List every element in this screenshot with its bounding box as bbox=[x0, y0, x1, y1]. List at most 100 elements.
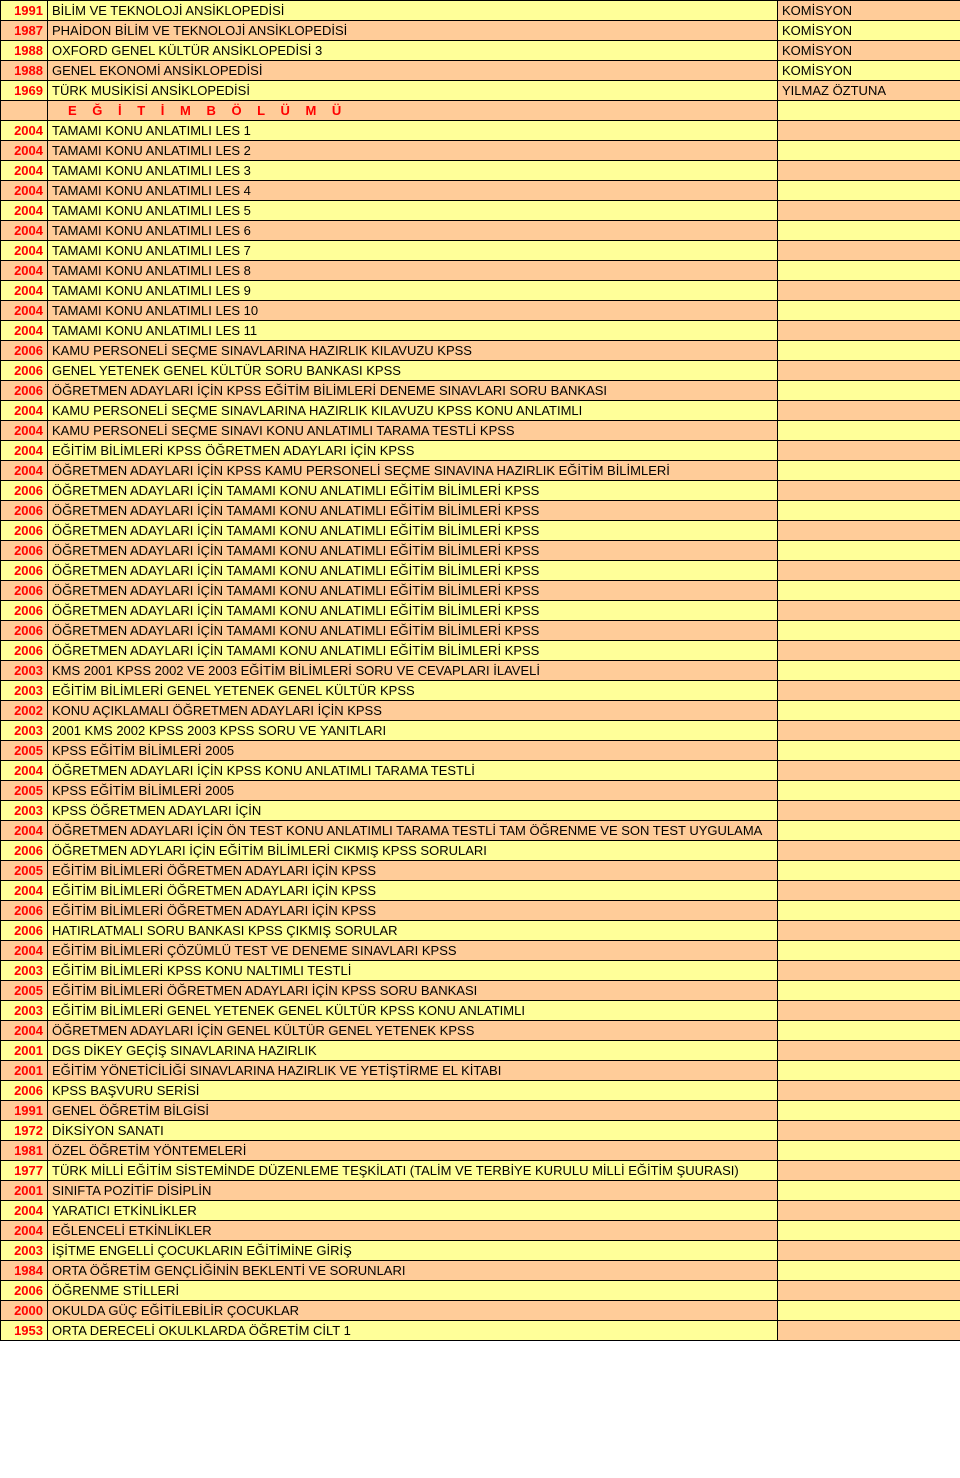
author-cell bbox=[778, 321, 960, 341]
author-cell: KOMİSYON bbox=[778, 1, 960, 21]
year-cell: 2006 bbox=[1, 541, 48, 561]
author-cell bbox=[778, 1021, 960, 1041]
table-row: 2004KAMU PERSONELİ SEÇME SINAVLARINA HAZ… bbox=[1, 401, 960, 421]
table-row: 2004TAMAMI KONU ANLATIMLI LES 5 bbox=[1, 201, 960, 221]
table-row: 2006ÖĞRETMEN ADAYLARI İÇİN TAMAMI KONU A… bbox=[1, 521, 960, 541]
author-cell bbox=[778, 761, 960, 781]
title-cell: KONU AÇIKLAMALI ÖĞRETMEN ADAYLARI İÇİN K… bbox=[48, 701, 778, 721]
table-row: 2004YARATICI ETKİNLİKLER bbox=[1, 1201, 960, 1221]
author-cell bbox=[778, 221, 960, 241]
table-row: 2004TAMAMI KONU ANLATIMLI LES 6 bbox=[1, 221, 960, 241]
table-row: 2006ÖĞRETMEN ADAYLARI İÇİN TAMAMI KONU A… bbox=[1, 501, 960, 521]
table-row: 2006KAMU PERSONELİ SEÇME SINAVLARINA HAZ… bbox=[1, 341, 960, 361]
year-cell: 2005 bbox=[1, 741, 48, 761]
title-cell: EĞİTİM BİLİMLERİ ÖĞRETMEN ADAYLARI İÇİN … bbox=[48, 901, 778, 921]
year-cell: 2004 bbox=[1, 441, 48, 461]
table-row: 2004TAMAMI KONU ANLATIMLI LES 3 bbox=[1, 161, 960, 181]
author-cell: YILMAZ ÖZTUNA bbox=[778, 81, 960, 101]
author-cell bbox=[778, 561, 960, 581]
title-cell: ÖĞRETMEN ADAYLARI İÇİN TAMAMI KONU ANLAT… bbox=[48, 601, 778, 621]
year-cell: 2006 bbox=[1, 641, 48, 661]
title-cell: TAMAMI KONU ANLATIMLI LES 10 bbox=[48, 301, 778, 321]
table-row: 2003EĞİTİM BİLİMLERİ KPSS KONU NALTIMLI … bbox=[1, 961, 960, 981]
author-cell bbox=[778, 681, 960, 701]
title-cell: EĞİTİM BİLİMLERİ ÖĞRETMEN ADAYLARI İÇİN … bbox=[48, 861, 778, 881]
year-cell: 2006 bbox=[1, 901, 48, 921]
title-cell: YARATICI ETKİNLİKLER bbox=[48, 1201, 778, 1221]
table-row: 2005KPSS EĞİTİM BİLİMLERİ 2005 bbox=[1, 781, 960, 801]
table-row: 2005EĞİTİM BİLİMLERİ ÖĞRETMEN ADAYLARI İ… bbox=[1, 861, 960, 881]
year-cell: 1988 bbox=[1, 41, 48, 61]
author-cell bbox=[778, 181, 960, 201]
table-row: 2006ÖĞRETMEN ADAYLARI İÇİN TAMAMI KONU A… bbox=[1, 601, 960, 621]
title-cell: ÖĞRETMEN ADYLARI İÇİN EĞİTİM BİLİMLERİ C… bbox=[48, 841, 778, 861]
title-cell: OKULDA GÜÇ EĞİTİLEBİLİR ÇOCUKLAR bbox=[48, 1301, 778, 1321]
year-cell: 2006 bbox=[1, 521, 48, 541]
title-cell: TAMAMI KONU ANLATIMLI LES 9 bbox=[48, 281, 778, 301]
title-cell: ÖĞRETMEN ADAYLARI İÇİN TAMAMI KONU ANLAT… bbox=[48, 501, 778, 521]
author-cell: KOMİSYON bbox=[778, 21, 960, 41]
table-row: 2004ÖĞRETMEN ADAYLARI İÇİN ÖN TEST KONU … bbox=[1, 821, 960, 841]
title-cell: OXFORD GENEL KÜLTÜR ANSİKLOPEDİSİ 3 bbox=[48, 41, 778, 61]
author-cell bbox=[778, 1301, 960, 1321]
table-row: 2004EĞİTİM BİLİMLERİ KPSS ÖĞRETMEN ADAYL… bbox=[1, 441, 960, 461]
title-cell: EĞİTİM BİLİMLERİ KPSS ÖĞRETMEN ADAYLARI … bbox=[48, 441, 778, 461]
year-cell: 2004 bbox=[1, 421, 48, 441]
table-row: 2006ÖĞRENME STİLLERİ bbox=[1, 1281, 960, 1301]
author-cell bbox=[778, 121, 960, 141]
table-row: 2006EĞİTİM BİLİMLERİ ÖĞRETMEN ADAYLARI İ… bbox=[1, 901, 960, 921]
table-row: 2005EĞİTİM BİLİMLERİ ÖĞRETMEN ADAYLARI İ… bbox=[1, 981, 960, 1001]
author-cell bbox=[778, 161, 960, 181]
title-cell: İŞİTME ENGELLİ ÇOCUKLARIN EĞİTİMİNE GİRİ… bbox=[48, 1241, 778, 1261]
year-cell: 1991 bbox=[1, 1, 48, 21]
table-row: 2004TAMAMI KONU ANLATIMLI LES 7 bbox=[1, 241, 960, 261]
title-cell: E Ğ İ T İ M B Ö L Ü M Ü bbox=[48, 101, 778, 121]
title-cell: EĞİTİM YÖNETİCİLİĞİ SINAVLARINA HAZIRLIK… bbox=[48, 1061, 778, 1081]
year-cell: 2004 bbox=[1, 141, 48, 161]
table-row: 20032001 KMS 2002 KPSS 2003 KPSS SORU VE… bbox=[1, 721, 960, 741]
table-row: 2003KMS 2001 KPSS 2002 VE 2003 EĞİTİM Bİ… bbox=[1, 661, 960, 681]
author-cell bbox=[778, 661, 960, 681]
table-row: 1988OXFORD GENEL KÜLTÜR ANSİKLOPEDİSİ 3K… bbox=[1, 41, 960, 61]
year-cell: 2006 bbox=[1, 1281, 48, 1301]
author-cell bbox=[778, 841, 960, 861]
author-cell bbox=[778, 961, 960, 981]
year-cell: 2006 bbox=[1, 921, 48, 941]
year-cell: 2006 bbox=[1, 361, 48, 381]
year-cell: 2005 bbox=[1, 781, 48, 801]
table-row: 1977TÜRK MİLLİ EĞİTİM SİSTEMİNDE DÜZENLE… bbox=[1, 1161, 960, 1181]
table-row: 1972DİKSİYON SANATI bbox=[1, 1121, 960, 1141]
table-row: E Ğ İ T İ M B Ö L Ü M Ü bbox=[1, 101, 960, 121]
year-cell: 2003 bbox=[1, 681, 48, 701]
author-cell bbox=[778, 981, 960, 1001]
table-row: 2004KAMU PERSONELİ SEÇME SINAVI KONU ANL… bbox=[1, 421, 960, 441]
table-row: 2006 HATIRLATMALI SORU BANKASI KPSS ÇIKM… bbox=[1, 921, 960, 941]
title-cell: EĞİTİM BİLİMLERİ ÇÖZÜMLÜ TEST VE DENEME … bbox=[48, 941, 778, 961]
title-cell: DİKSİYON SANATI bbox=[48, 1121, 778, 1141]
year-cell: 1988 bbox=[1, 61, 48, 81]
title-cell: ÖĞRETMEN ADAYLARI İÇİN TAMAMI KONU ANLAT… bbox=[48, 481, 778, 501]
author-cell bbox=[778, 821, 960, 841]
year-cell: 2001 bbox=[1, 1041, 48, 1061]
table-row: 1991BİLİM VE TEKNOLOJİ ANSİKLOPEDİSİKOMİ… bbox=[1, 1, 960, 21]
table-row: 2004TAMAMI KONU ANLATIMLI LES 4 bbox=[1, 181, 960, 201]
title-cell: DGS DİKEY GEÇİŞ SINAVLARINA HAZIRLIK bbox=[48, 1041, 778, 1061]
year-cell: 2004 bbox=[1, 121, 48, 141]
table-row: 2006ÖĞRETMEN ADAYLARI İÇİN TAMAMI KONU A… bbox=[1, 481, 960, 501]
year-cell: 2005 bbox=[1, 981, 48, 1001]
author-cell bbox=[778, 481, 960, 501]
table-row: 2003İŞİTME ENGELLİ ÇOCUKLARIN EĞİTİMİNE … bbox=[1, 1241, 960, 1261]
author-cell bbox=[778, 301, 960, 321]
author-cell bbox=[778, 1001, 960, 1021]
author-cell bbox=[778, 441, 960, 461]
title-cell: TAMAMI KONU ANLATIMLI LES 4 bbox=[48, 181, 778, 201]
table-row: 2006ÖĞRETMEN ADAYLARI İÇİN TAMAMI KONU A… bbox=[1, 561, 960, 581]
year-cell: 2004 bbox=[1, 201, 48, 221]
table-row: 1969TÜRK MUSİKİSİ ANSİKLOPEDİSİYILMAZ ÖZ… bbox=[1, 81, 960, 101]
author-cell bbox=[778, 1041, 960, 1061]
title-cell: ÖĞRETMEN ADAYLARI İÇİN KPSS EĞİTİM BİLİM… bbox=[48, 381, 778, 401]
year-cell: 2006 bbox=[1, 341, 48, 361]
year-cell: 1991 bbox=[1, 1101, 48, 1121]
title-cell: ORTA ÖĞRETİM GENÇLİĞİNİN BEKLENTİ VE SOR… bbox=[48, 1261, 778, 1281]
year-cell: 2003 bbox=[1, 961, 48, 981]
